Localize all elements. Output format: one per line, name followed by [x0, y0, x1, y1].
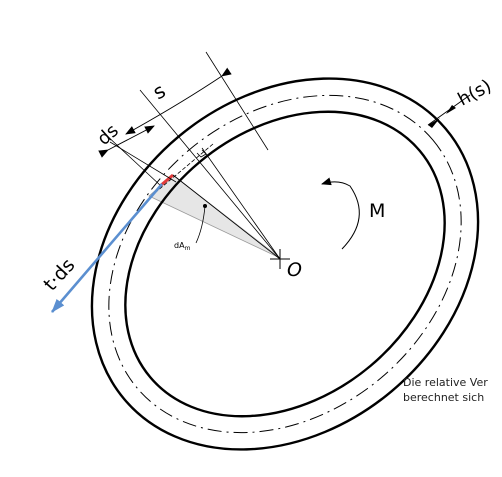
moment-arrow: [321, 177, 360, 250]
s-label: s: [149, 78, 170, 104]
dA-leader: [195, 205, 206, 244]
side-note-line-1: Die relative Ver: [403, 376, 488, 389]
side-note-line-2: berechnet sich: [403, 391, 485, 404]
ray-perpendicular: [201, 147, 281, 260]
ds-label: ds: [93, 120, 123, 150]
dA-label: dAm: [174, 241, 191, 252]
t-ds-label: t·ds: [39, 254, 79, 295]
ray-to-dA-a: [172, 174, 281, 260]
h-arrow-1: [428, 118, 440, 128]
side-note: Die relative Ver berechnet sich: [403, 375, 488, 405]
s-dimension-arc: [125, 67, 232, 135]
tangent-line: [149, 143, 214, 198]
point-O-label: O: [287, 259, 302, 281]
inner-boundary: [124, 110, 446, 418]
shear-flow-arrow: [51, 183, 163, 313]
outer-boundary: [90, 77, 480, 451]
ds-dimension-line: [98, 125, 155, 158]
h-label: h(s): [454, 76, 495, 111]
h-arrow-2: [446, 105, 456, 114]
area-element-shade: [148, 174, 281, 259]
moment-label: M: [369, 200, 385, 222]
dA-label-sub: m: [185, 245, 191, 252]
dA-label-main: dA: [174, 241, 185, 250]
